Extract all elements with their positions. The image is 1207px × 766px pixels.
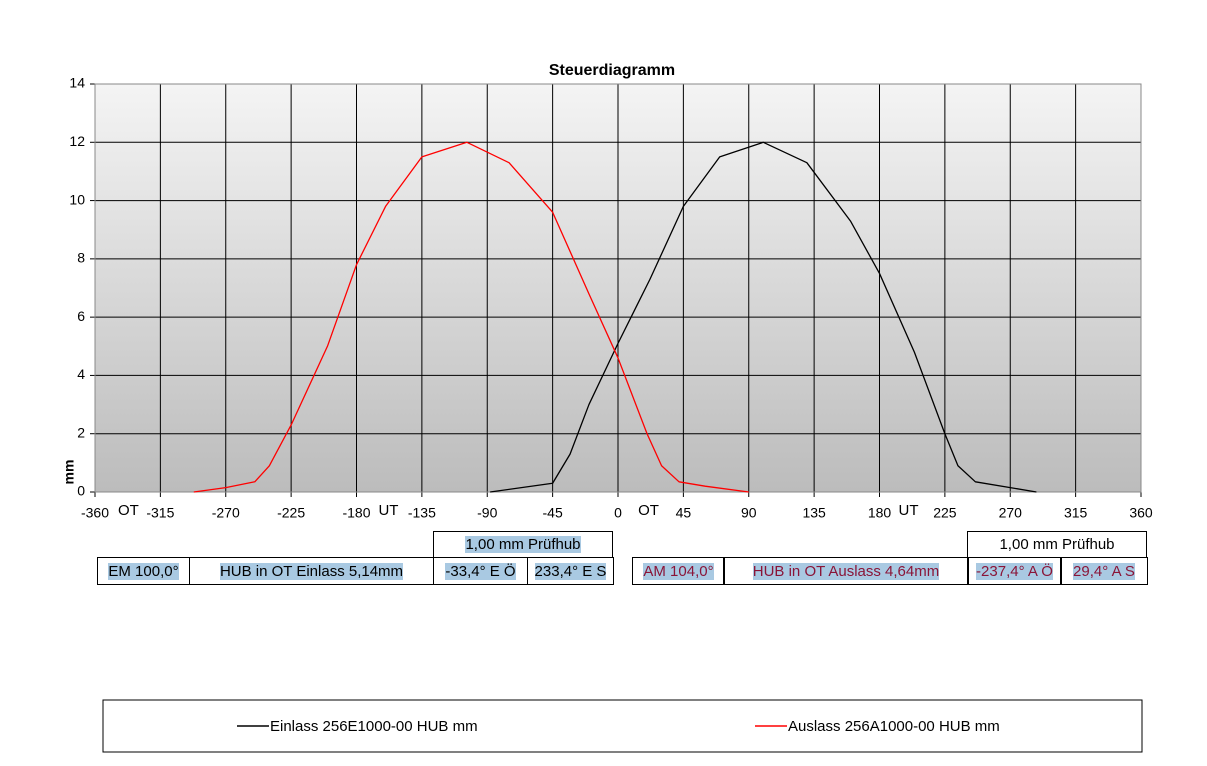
- cell-text: 1,00 mm Prüfhub: [999, 536, 1115, 553]
- cell-text: 233,4° E S: [534, 562, 607, 580]
- x-tick-label: 315: [1064, 505, 1088, 521]
- x-tick-label: -315: [146, 505, 174, 521]
- table-cell: EM 100,0°: [97, 557, 190, 585]
- y-axis-label: mm: [61, 460, 77, 485]
- y-tick-label: 0: [77, 483, 85, 499]
- annotation: OT: [118, 502, 139, 519]
- x-tick-label: 225: [933, 505, 957, 521]
- table-cell: 233,4° E S: [527, 557, 614, 585]
- y-tick-label: 2: [77, 424, 85, 440]
- x-tick-label: 45: [676, 505, 692, 521]
- table-cell: 1,00 mm Prüfhub: [433, 531, 613, 558]
- table-cell: HUB in OT Einlass 5,14mm: [189, 557, 434, 585]
- y-tick-label: 8: [77, 250, 85, 266]
- x-tick-label: 360: [1129, 505, 1153, 521]
- annotation: UT: [899, 502, 919, 519]
- series-line: [193, 141, 749, 493]
- cell-text: -237,4° A Ö: [976, 562, 1053, 580]
- cell-text: -33,4° E Ö: [445, 562, 516, 580]
- x-tick-label: 270: [999, 505, 1023, 521]
- x-tick-label: 90: [741, 505, 757, 521]
- cell-text: HUB in OT Einlass 5,14mm: [219, 562, 404, 580]
- x-tick-label: 135: [802, 505, 826, 521]
- x-tick-label: -270: [212, 505, 240, 521]
- y-tick-label: 14: [69, 75, 85, 91]
- annotation: UT: [378, 502, 398, 519]
- cell-text: 1,00 mm Prüfhub: [465, 536, 581, 553]
- chart-title: Steuerdiagramm: [549, 62, 675, 79]
- x-tick-label: -180: [342, 505, 370, 521]
- table-cell: 29,4° A S: [1060, 557, 1148, 585]
- legend-label: Einlass 256E1000-00 HUB mm: [270, 718, 478, 735]
- x-tick-label: -360: [81, 505, 109, 521]
- plot-border: [94, 83, 1142, 493]
- legend-label: Auslass 256A1000-00 HUB mm: [788, 718, 1000, 735]
- cell-text: AM 104,0°: [643, 562, 714, 580]
- table-cell: HUB in OT Auslass 4,64mm: [723, 557, 969, 585]
- x-tick-label: 0: [614, 505, 622, 521]
- table-cell: -33,4° E Ö: [433, 557, 528, 585]
- cell-text: 29,4° A S: [1073, 562, 1135, 580]
- table-cell: AM 104,0°: [632, 557, 725, 585]
- cell-text: EM 100,0°: [108, 562, 179, 580]
- table-cell: 1,00 mm Prüfhub: [967, 531, 1147, 558]
- x-tick-label: 180: [868, 505, 892, 521]
- table-cell: -237,4° A Ö: [967, 557, 1062, 585]
- y-tick-label: 12: [69, 133, 85, 149]
- series-line: [490, 141, 1037, 493]
- legend-box: [102, 699, 1143, 753]
- x-tick-label: -45: [543, 505, 563, 521]
- x-tick-label: -135: [408, 505, 436, 521]
- x-tick-label: -225: [277, 505, 305, 521]
- y-tick-label: 6: [77, 308, 85, 324]
- y-tick-label: 4: [77, 366, 85, 382]
- cell-text: HUB in OT Auslass 4,64mm: [752, 562, 940, 580]
- y-tick-label: 10: [69, 191, 85, 207]
- annotation: OT: [638, 502, 659, 519]
- x-tick-label: -90: [477, 505, 497, 521]
